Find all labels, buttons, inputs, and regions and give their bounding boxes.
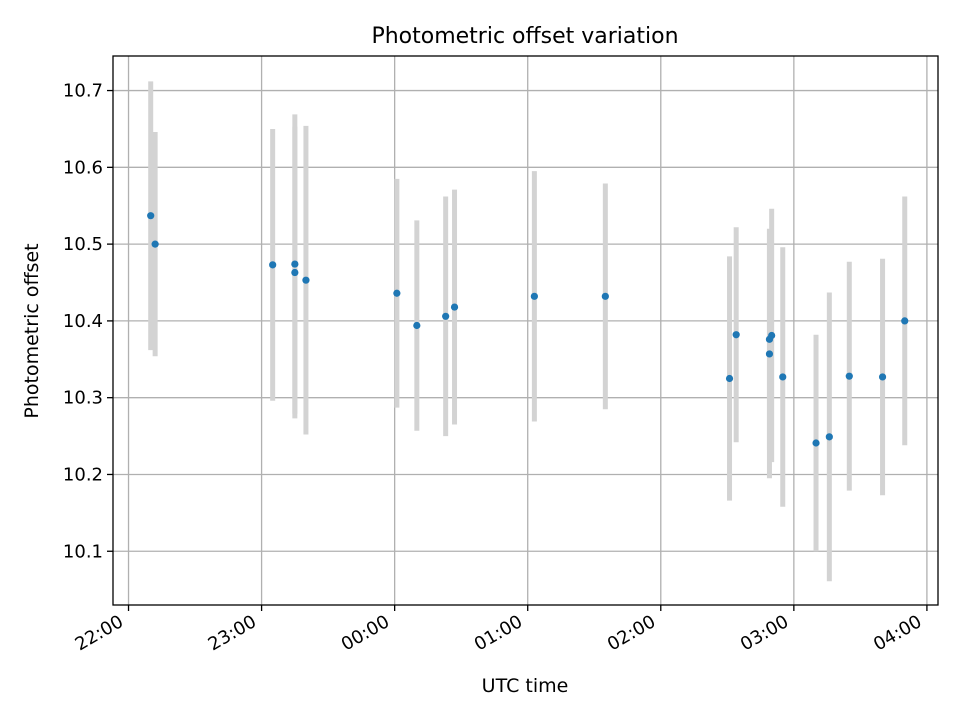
data-point [601, 292, 609, 300]
chart-title: Photometric offset variation [371, 24, 678, 49]
data-point [269, 261, 277, 269]
data-point [413, 321, 421, 330]
data-point [442, 312, 450, 320]
data-point [393, 289, 401, 297]
data-point [147, 212, 155, 220]
data-point [151, 240, 159, 248]
data-point [765, 350, 774, 358]
y-tick-label: 10.5 [63, 234, 103, 255]
data-point [530, 292, 538, 300]
data-point [291, 260, 299, 268]
y-tick-label: 10.2 [63, 464, 103, 485]
data-point [901, 317, 909, 325]
data-point [845, 372, 853, 380]
y-axis-label: Photometric offset [21, 243, 43, 418]
data-point [291, 268, 299, 277]
data-point [768, 331, 776, 340]
y-tick-label: 10.6 [63, 157, 103, 178]
data-points [147, 212, 909, 447]
data-point [732, 331, 740, 339]
data-point [450, 303, 459, 311]
data-point [878, 373, 887, 381]
data-point [302, 276, 310, 284]
y-tick-label: 10.1 [63, 541, 103, 562]
x-axis-label: UTC time [482, 675, 569, 697]
plot-frame [112, 55, 939, 606]
data-point [779, 373, 787, 381]
data-point [725, 374, 734, 383]
y-tick-label: 10.4 [63, 311, 103, 332]
data-point [825, 433, 833, 441]
y-tick-label: 10.7 [63, 81, 103, 102]
y-tick-label: 10.3 [63, 388, 103, 409]
data-point [812, 439, 820, 447]
